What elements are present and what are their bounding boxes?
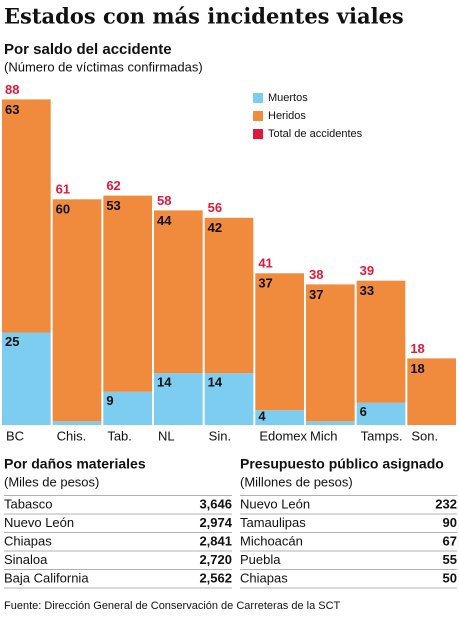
row-label: Tamaulipas [240, 515, 306, 530]
bar-segment [103, 391, 152, 425]
table-title: Presupuesto público asignado [240, 456, 444, 472]
x-tick-label: Tab. [107, 428, 132, 443]
row-value: 3,646 [199, 496, 232, 511]
data-label: 60 [56, 202, 70, 217]
bar-segment [306, 421, 355, 425]
data-label: 4 [258, 408, 266, 423]
bar-segment [356, 280, 406, 403]
row-value: 67 [443, 533, 457, 548]
total-label: 88 [5, 82, 19, 97]
bar-segment [306, 284, 355, 422]
row-label: Baja California [4, 570, 89, 585]
data-label: 18 [410, 361, 424, 376]
bar-segment [356, 402, 406, 425]
bar-segment [154, 210, 203, 374]
legend-label: Muertos [268, 92, 308, 104]
x-tick-label: Tamps. [361, 428, 403, 443]
row-value: 2,841 [199, 533, 232, 548]
row-value: 90 [443, 515, 457, 530]
row-label: Sinaloa [4, 552, 48, 567]
data-label: 14 [157, 375, 172, 390]
table-subtitle: (Millones de pesos) [240, 474, 353, 489]
bar-segment [255, 273, 304, 411]
x-tick-label: Edomex [259, 428, 307, 443]
row-label: Nuevo León [4, 515, 74, 530]
legend-label: Total de accidentes [268, 128, 363, 140]
unit-note: (Número de víctimas confirmadas) [4, 59, 203, 74]
x-tick-label: Sin. [209, 428, 231, 443]
total-label: 38 [309, 267, 323, 282]
data-label: 9 [106, 393, 113, 408]
chart-subtitle: Por saldo del accidente [4, 41, 172, 58]
table-title: Por daños materiales [4, 456, 146, 472]
total-label: 61 [56, 182, 70, 197]
bar-segment [204, 217, 254, 374]
row-label: Chiapas [4, 533, 52, 548]
row-value: 232 [435, 496, 457, 511]
row-value: 2,562 [199, 570, 232, 585]
title: Estados con más incidentes viales [4, 4, 404, 29]
legend-swatch [253, 93, 263, 103]
data-label: 63 [5, 102, 19, 117]
data-label: 42 [208, 220, 222, 235]
row-value: 55 [443, 552, 457, 567]
bar-segment [407, 358, 456, 425]
data-label: 37 [309, 287, 323, 302]
x-tick-label: Son. [411, 428, 438, 443]
row-value: 2,720 [199, 552, 232, 567]
row-label: Nuevo León [240, 496, 310, 511]
bar-segment [52, 421, 102, 425]
x-tick-label: Chis. [57, 428, 87, 443]
bar-segment [255, 410, 304, 425]
data-label: 14 [208, 375, 223, 390]
data-label: 53 [106, 198, 120, 213]
bar-segment [52, 199, 102, 422]
legend-swatch [253, 111, 263, 121]
data-label: 6 [360, 404, 367, 419]
data-label: 44 [157, 213, 172, 228]
source: Fuente: Dirección General de Conservació… [4, 600, 341, 612]
row-label: Puebla [240, 552, 281, 567]
legend-label: Heridos [268, 110, 306, 122]
bar-segment [2, 332, 51, 425]
data-label: 33 [360, 283, 374, 298]
x-tick-label: NL [158, 428, 175, 443]
total-label: 18 [410, 341, 424, 356]
table-subtitle: (Miles de pesos) [4, 474, 99, 489]
data-label: 37 [258, 276, 272, 291]
legend-swatch [253, 129, 263, 139]
total-label: 58 [157, 193, 171, 208]
row-label: Tabasco [4, 496, 52, 511]
total-label: 56 [208, 200, 222, 215]
row-value: 2,974 [199, 515, 232, 530]
bar-segment [2, 99, 51, 333]
row-label: Chiapas [240, 570, 288, 585]
row-value: 50 [443, 570, 457, 585]
row-label: Michoacán [240, 533, 303, 548]
total-label: 39 [360, 263, 374, 278]
total-label: 41 [258, 256, 272, 271]
x-tick-label: Mich [310, 428, 337, 443]
bar-segment [103, 195, 152, 392]
total-label: 62 [106, 178, 120, 193]
bar-segment [204, 373, 254, 425]
data-label: 25 [5, 334, 19, 349]
x-tick-label: BC [6, 428, 24, 443]
bar-segment [154, 373, 203, 425]
